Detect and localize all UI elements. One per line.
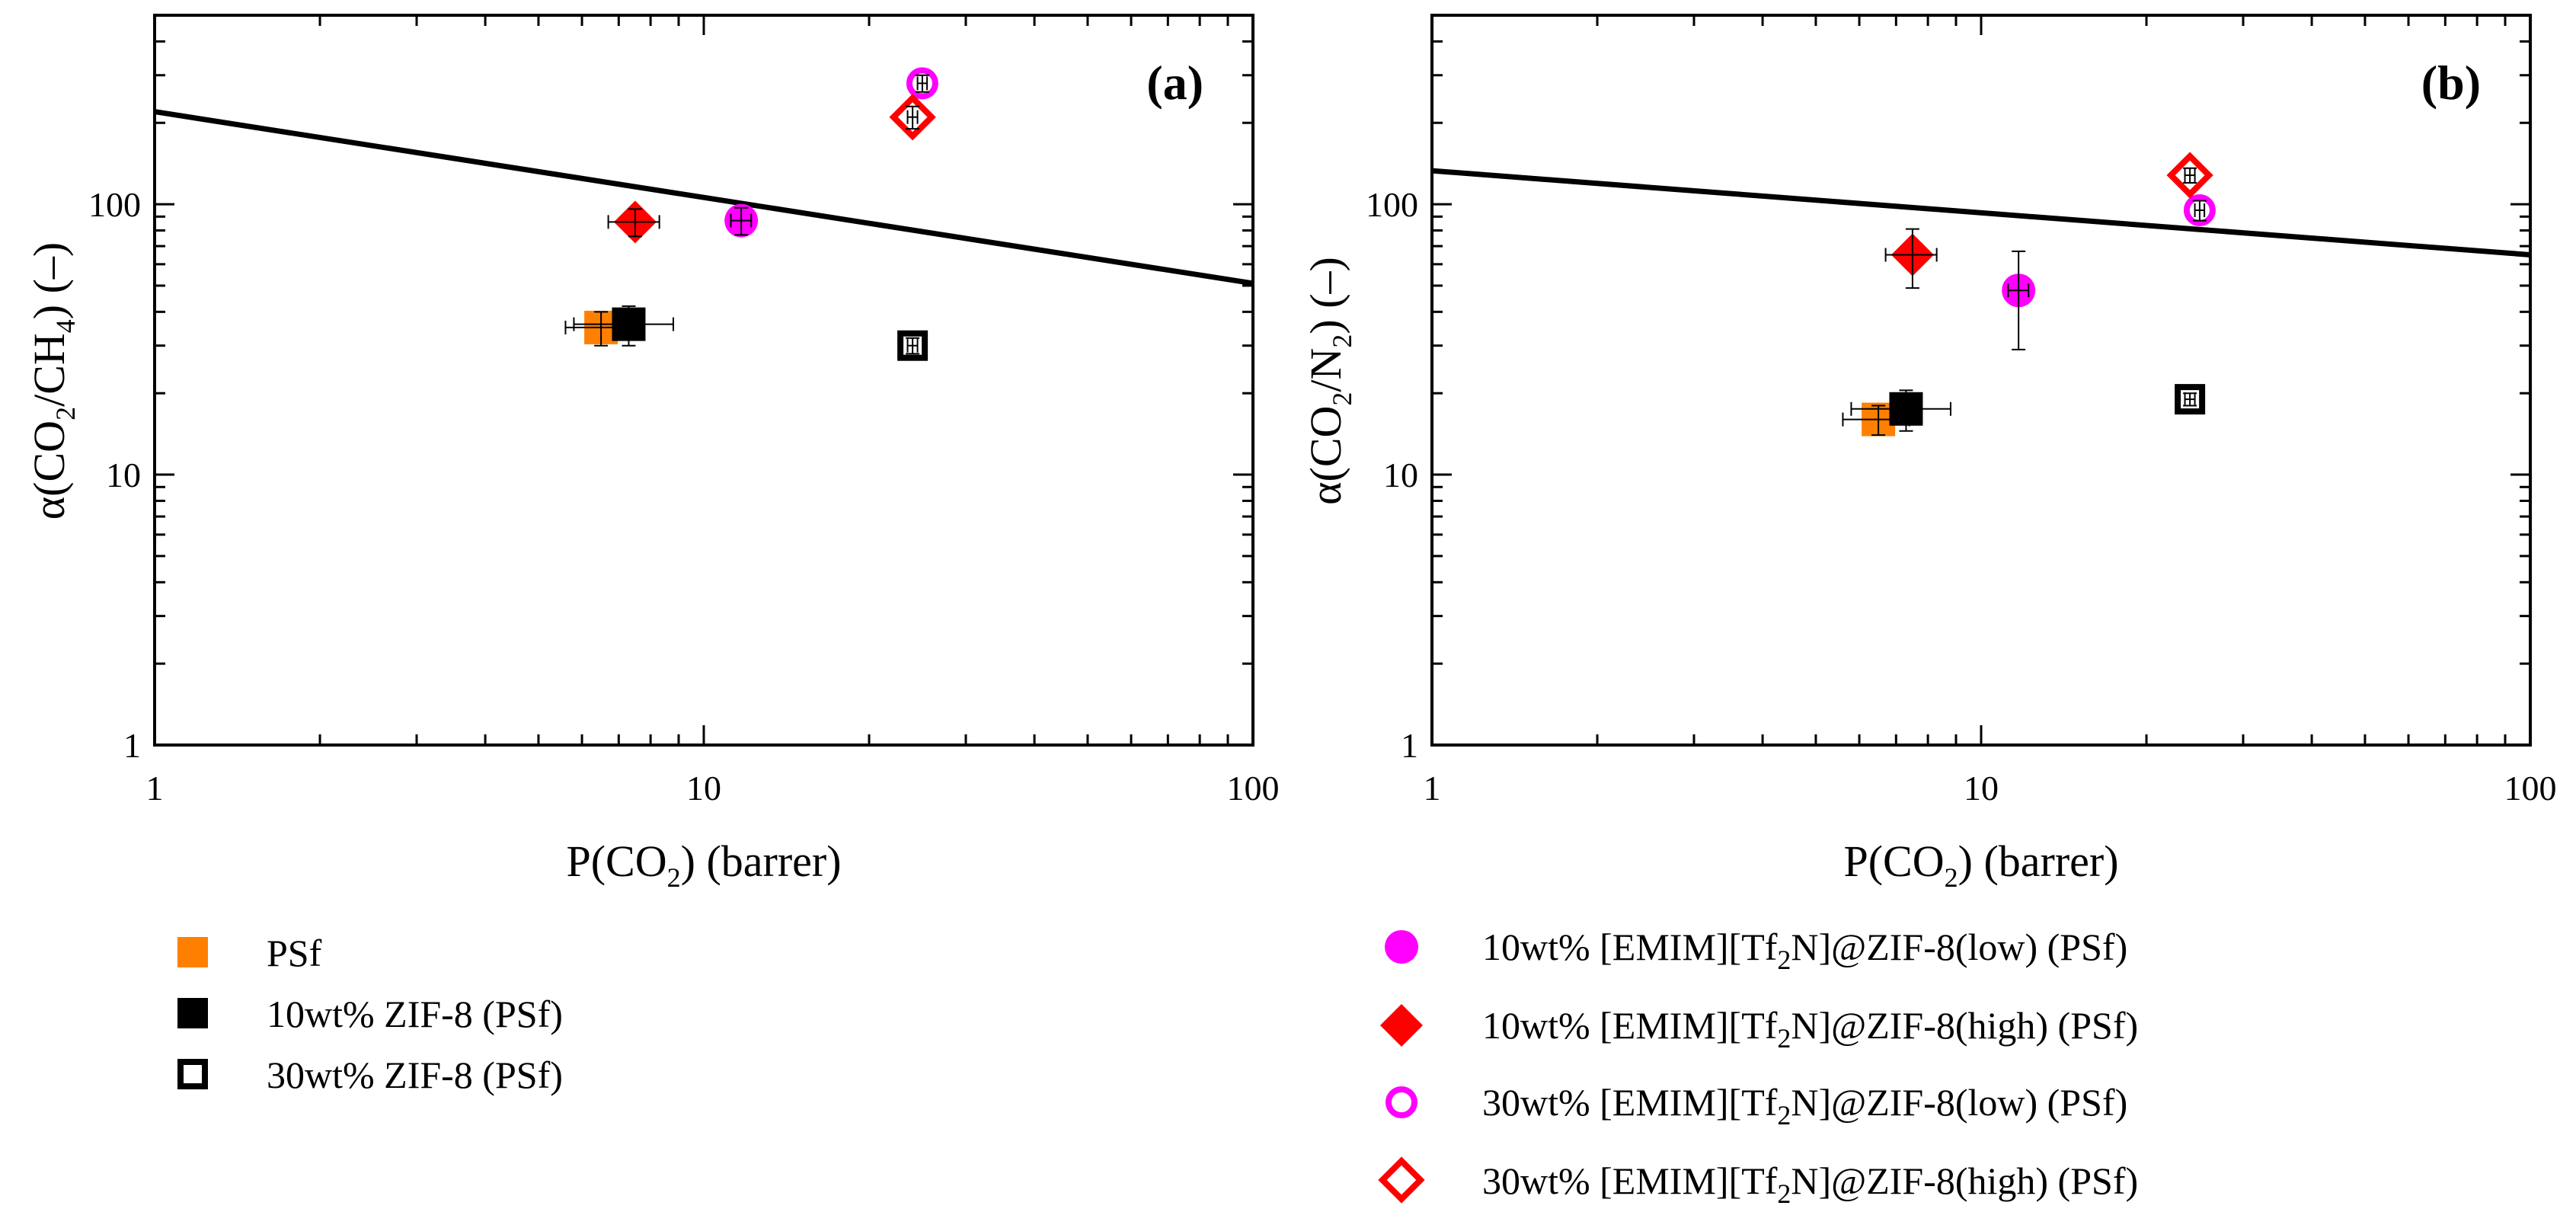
upper-bound-line-b — [1431, 168, 2531, 257]
x-tick-label-a-100: 100 — [1227, 769, 1280, 807]
legend-label-zif30: 30wt% ZIF-8 (PSf) — [267, 1054, 563, 1096]
legend-left: PSf 10wt% ZIF-8 (PSf) 30wt% ZIF-8 (PSf) — [177, 932, 563, 1096]
legend-entry-zif10: 10wt% ZIF-8 (PSf) — [177, 993, 563, 1035]
marker-il30-low — [2183, 194, 2216, 227]
legend-label-zif10: 10wt% ZIF-8 (PSf) — [267, 993, 563, 1035]
marks-a — [564, 67, 938, 361]
legend-label-il10-high: 10wt% [EMIM][Tf2N]@ZIF-8(high) (PSf) — [1482, 1004, 2138, 1054]
point-zif10-b — [1850, 389, 1951, 432]
panel-tag-b: (b) — [2421, 56, 2481, 110]
ticks-a — [153, 14, 1254, 747]
panel-tag-a: (a) — [1146, 56, 1203, 110]
y-tick-label-a-1: 1 — [123, 726, 141, 765]
point-zif30-b — [2175, 384, 2206, 415]
y-axis-title-a: α(CO2/CH4) (–) — [24, 242, 81, 520]
panel-a: (a) 1 10 100 1 10 100 P(CO2) (barrer) α(… — [24, 14, 1280, 893]
legend-entry-zif30: 30wt% ZIF-8 (PSf) — [177, 1054, 563, 1096]
ticks-b — [1430, 14, 2532, 747]
legend-label-il30-high: 30wt% [EMIM][Tf2N]@ZIF-8(high) (PSf) — [1482, 1159, 2138, 1209]
legend-entry-psf: PSf — [177, 932, 322, 974]
y-tick-label-b-100: 100 — [1366, 185, 1418, 224]
legend-label-il30-low: 30wt% [EMIM][Tf2N]@ZIF-8(low) (PSf) — [1482, 1081, 2127, 1130]
legend-marker-il30-high — [1378, 1156, 1425, 1204]
legend-entry-il10-low: 10wt% [EMIM][Tf2N]@ZIF-8(low) (PSf) — [1385, 926, 2127, 975]
marker-il30-high — [2166, 152, 2213, 199]
legend-marker-il10-high — [1380, 1004, 1423, 1047]
marker-zif30 — [897, 330, 928, 361]
y-tick-label-a-10: 10 — [106, 456, 141, 494]
legend-marker-zif10 — [177, 998, 208, 1028]
panel-b: (b) 1 10 100 1 10 100 P(CO2) (barrer) α(… — [1301, 14, 2557, 893]
legend-label-psf: PSf — [267, 932, 322, 974]
legend-marker-psf — [177, 937, 208, 967]
point-il10-high-a — [607, 200, 660, 244]
point-il10-high-b — [1884, 228, 1938, 289]
x-tick-label-a-10: 10 — [686, 769, 721, 807]
x-tick-label-b-10: 10 — [1964, 769, 1999, 807]
point-zif30-a — [897, 330, 928, 361]
legend-entry-il30-high: 30wt% [EMIM][Tf2N]@ZIF-8(high) (PSf) — [1378, 1156, 2138, 1209]
point-il30-high-b — [2166, 152, 2213, 199]
legend-label-il10-low: 10wt% [EMIM][Tf2N]@ZIF-8(low) (PSf) — [1482, 926, 2127, 975]
legend-entry-il10-high: 10wt% [EMIM][Tf2N]@ZIF-8(high) (PSf) — [1380, 1004, 2138, 1054]
x-axis-title-a: P(CO2) (barrer) — [566, 836, 841, 893]
marker-il30-high — [889, 94, 936, 141]
legend-right: 10wt% [EMIM][Tf2N]@ZIF-8(low) (PSf) 10wt… — [1378, 926, 2138, 1209]
legend-marker-zif30 — [177, 1059, 208, 1089]
point-zif10-a — [573, 305, 674, 347]
plot-frame-b — [1430, 14, 2532, 747]
point-il10-low-a — [724, 203, 759, 238]
x-tick-label-b-1: 1 — [1424, 769, 1441, 807]
marker-zif30 — [2175, 384, 2206, 415]
point-il30-low-b — [2183, 194, 2216, 227]
y-tick-label-b-1: 1 — [1401, 726, 1418, 765]
marker-il30-low — [906, 67, 938, 100]
legend-marker-il30-low — [1385, 1086, 1417, 1118]
plot-frame-a — [153, 14, 1254, 747]
x-axis-title-b: P(CO2) (barrer) — [1843, 836, 2118, 893]
point-il30-high-a — [889, 94, 936, 141]
y-tick-label-a-100: 100 — [88, 185, 141, 224]
legend-marker-il10-low — [1385, 930, 1418, 964]
y-tick-label-b-10: 10 — [1383, 456, 1418, 494]
legend-entry-il30-low: 30wt% [EMIM][Tf2N]@ZIF-8(low) (PSf) — [1385, 1081, 2127, 1130]
point-il30-low-a — [906, 67, 938, 100]
upper-bound-line-a — [154, 109, 1254, 286]
y-axis-title-b: α(CO2/N2) (–) — [1301, 257, 1357, 505]
marks-b — [1842, 152, 2216, 437]
point-il10-low-b — [2002, 250, 2036, 350]
x-tick-label-a-1: 1 — [146, 769, 164, 807]
x-tick-label-b-100: 100 — [2504, 769, 2557, 807]
